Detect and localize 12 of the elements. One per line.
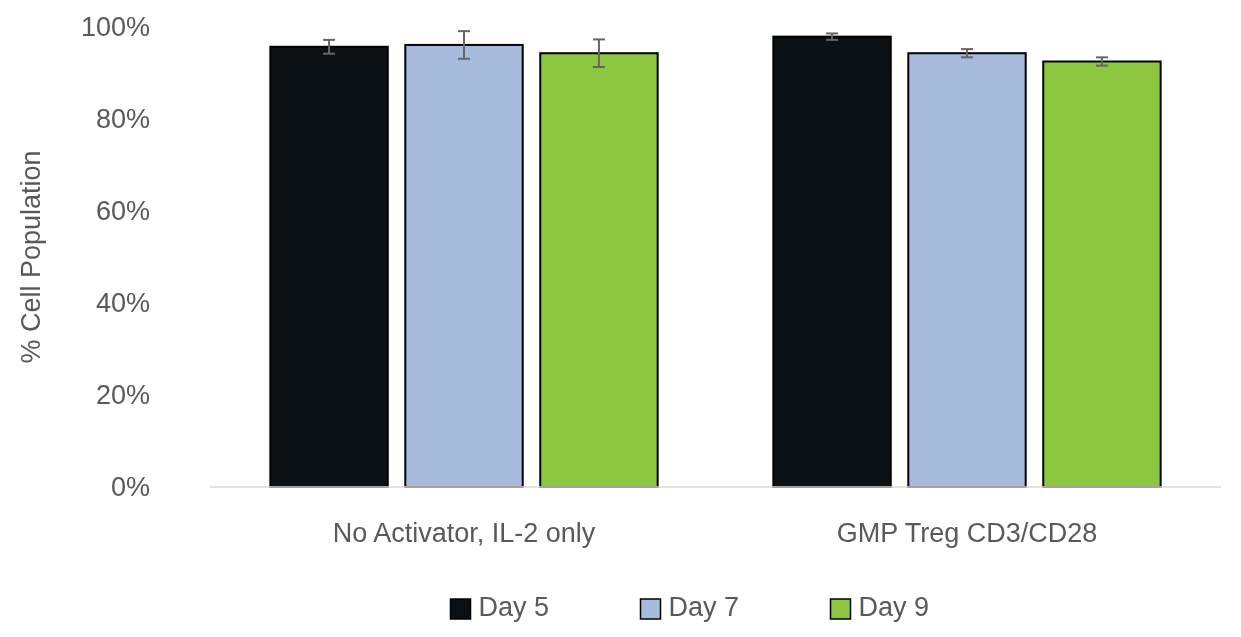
y-tick-label: 0%: [110, 472, 150, 503]
y-tick-label: 80%: [95, 104, 150, 135]
y-tick-label: 60%: [95, 196, 150, 227]
x-tick-label: GMP Treg CD3/CD28: [836, 518, 1098, 548]
legend-label: Day 7: [668, 592, 740, 623]
y-tick-label: 100%: [80, 12, 150, 43]
legend-label: Day 5: [478, 592, 550, 623]
y-axis-title: % Cell Population: [16, 150, 46, 364]
x-tick-label: No Activator, IL-2 only: [332, 518, 596, 548]
y-tick-label: 20%: [95, 380, 150, 411]
legend-label: Day 9: [858, 592, 930, 623]
y-tick-label: 40%: [95, 288, 150, 319]
